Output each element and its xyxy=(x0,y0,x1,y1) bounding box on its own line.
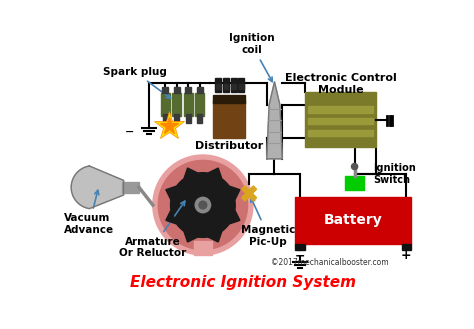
Circle shape xyxy=(199,201,207,209)
Circle shape xyxy=(171,173,235,237)
Bar xyxy=(295,197,411,243)
Polygon shape xyxy=(242,186,256,201)
Circle shape xyxy=(158,160,247,250)
Bar xyxy=(161,93,170,116)
Bar xyxy=(174,114,179,123)
Bar xyxy=(223,78,229,92)
Text: Spark plug: Spark plug xyxy=(103,67,171,98)
Bar xyxy=(183,93,193,116)
Bar xyxy=(194,241,212,255)
Text: Ignition
Switch: Ignition Switch xyxy=(373,164,416,185)
Text: Electronic Ignition System: Electronic Ignition System xyxy=(130,275,356,290)
Bar xyxy=(163,114,167,123)
Bar xyxy=(224,84,228,89)
Polygon shape xyxy=(166,210,177,224)
Bar xyxy=(309,118,373,124)
Bar xyxy=(346,176,364,190)
Polygon shape xyxy=(208,168,222,179)
Text: Ignition
coil: Ignition coil xyxy=(228,33,274,82)
Bar xyxy=(215,78,221,92)
Bar xyxy=(401,243,411,250)
Polygon shape xyxy=(242,186,256,201)
Bar xyxy=(239,84,244,89)
Text: ©2017mechanicalbooster.com: ©2017mechanicalbooster.com xyxy=(271,258,389,267)
Bar xyxy=(213,95,245,103)
Circle shape xyxy=(352,164,358,170)
Text: Armature
Or Reluctor: Armature Or Reluctor xyxy=(119,201,186,258)
Circle shape xyxy=(195,197,210,213)
Bar xyxy=(309,130,373,136)
Bar xyxy=(197,87,203,93)
Circle shape xyxy=(153,155,253,255)
Polygon shape xyxy=(166,186,177,200)
Bar xyxy=(162,87,168,93)
Polygon shape xyxy=(71,166,124,209)
Bar xyxy=(185,87,191,93)
Text: −: − xyxy=(295,249,305,262)
Bar xyxy=(231,84,236,89)
Text: −: − xyxy=(125,127,135,137)
Bar xyxy=(173,87,180,93)
Polygon shape xyxy=(208,231,222,242)
Bar xyxy=(216,84,220,89)
Text: Distributor: Distributor xyxy=(195,141,263,151)
Bar xyxy=(309,107,373,113)
Bar xyxy=(238,78,245,92)
Bar xyxy=(186,114,191,123)
Text: Vacuum
Advance: Vacuum Advance xyxy=(64,190,114,235)
Bar xyxy=(198,114,202,123)
Polygon shape xyxy=(229,186,240,200)
Text: Electronic Control
Module: Electronic Control Module xyxy=(285,73,397,95)
Bar xyxy=(231,78,237,92)
Polygon shape xyxy=(267,82,282,159)
Bar xyxy=(305,92,376,147)
Bar xyxy=(295,243,304,250)
Text: Magnetic
Pic-Up: Magnetic Pic-Up xyxy=(241,198,295,247)
Text: +: + xyxy=(401,249,411,262)
Bar xyxy=(122,182,139,193)
Polygon shape xyxy=(184,231,198,242)
Polygon shape xyxy=(184,168,198,179)
Bar xyxy=(195,93,204,116)
Bar xyxy=(172,93,182,116)
Text: Battery: Battery xyxy=(324,214,383,227)
Polygon shape xyxy=(229,210,240,224)
Bar xyxy=(213,100,245,138)
